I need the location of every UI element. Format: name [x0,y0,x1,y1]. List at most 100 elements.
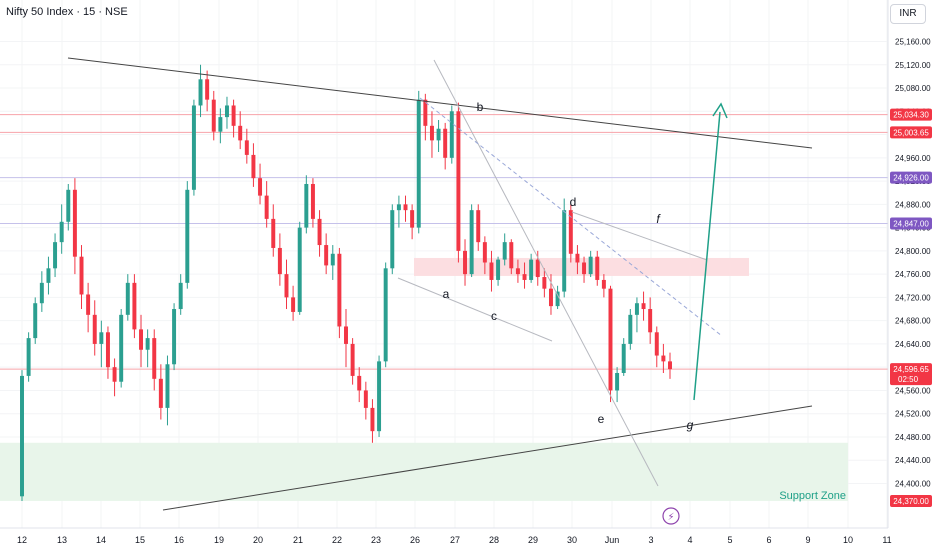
candle [72,178,77,275]
candle [668,352,672,379]
x-tick-label: 27 [450,535,460,545]
candle [628,309,633,350]
y-tick-label: 24,520.00 [895,410,931,419]
y-tick-label: 24,800.00 [895,247,931,256]
candle-body [297,227,302,312]
candle-body [390,210,395,269]
candle [548,274,553,315]
projection-arrow [693,102,728,401]
price-badge-bg [890,108,932,121]
candle [284,259,289,310]
candle-body [172,309,177,365]
candle-body [33,303,38,339]
candle [661,343,666,373]
candle-body [145,338,150,350]
candle-body [628,314,633,344]
candle-body [205,79,210,100]
candle [178,274,183,315]
arrow-head [712,102,728,119]
candle [105,326,110,379]
candle [310,178,315,228]
candle-body [509,242,514,269]
candle [403,195,408,222]
candle-body [363,390,368,408]
candle [238,111,243,150]
candle [555,285,560,310]
candle [654,326,659,368]
candle-body [370,407,375,432]
candle [132,274,137,339]
candle-body [403,204,408,211]
x-tick-label: 5 [727,535,732,545]
candle-body [238,125,243,141]
candle-body [575,253,580,263]
candle [482,236,487,275]
candle [337,247,342,339]
candle-body [66,189,71,222]
candle [634,297,639,333]
candle-body [482,242,487,263]
candle-body [158,378,163,408]
y-tick-label: 25,160.00 [895,38,931,47]
candle [429,111,434,158]
candle-body [582,262,587,275]
candle-body [396,204,401,211]
x-tick-label: 22 [332,535,342,545]
wave-labels: a b c d e f g [443,100,694,432]
df-channel-line [571,211,708,261]
candle-body [251,154,256,179]
candle [568,204,573,263]
candle-body [152,338,157,379]
candle-body [86,294,91,315]
price-badge: 25,034.30 [890,108,932,121]
candle [416,90,421,234]
candle [125,274,130,321]
candle [317,210,322,257]
candle-body [522,274,527,280]
price-badge: 24,370.00 [890,494,932,507]
candle-body [264,195,269,219]
candle [46,256,51,295]
y-tick-label: 24,760.00 [895,270,931,279]
candle-body [310,183,315,219]
x-tick-label: 12 [17,535,27,545]
support-zone-label: Support Zone [779,490,846,502]
candle-body [337,253,342,327]
candle-body [489,262,494,280]
candle-body [277,247,282,275]
candle [139,314,144,368]
candle [456,102,461,263]
candle [244,128,249,164]
candle [205,70,210,112]
candle-body [648,309,653,333]
candle-body [344,326,348,344]
currency-button[interactable]: INR [890,4,926,24]
candle-body [224,105,229,118]
candle-body [139,329,144,350]
arrow-shaft [693,111,721,401]
candle [53,233,58,278]
candle-body [284,274,289,298]
price-badge-bg [890,171,932,184]
candle [476,204,481,251]
candle [145,329,150,368]
candle [463,239,468,286]
candle-body [304,183,309,228]
y-tick-label: 24,680.00 [895,317,931,326]
candle [185,181,190,289]
candle-body [317,218,322,246]
candle-body [469,210,474,275]
x-tick-label: 21 [293,535,303,545]
candle-body [119,314,124,382]
candle [562,198,567,298]
candle-body [383,268,388,362]
candle [277,233,282,286]
trend-lines [67,57,813,511]
candle [165,355,170,426]
candle-body [112,367,117,382]
candle-body [324,245,329,266]
candle-body [218,117,223,132]
price-badge: 25,003.65 [890,126,932,139]
